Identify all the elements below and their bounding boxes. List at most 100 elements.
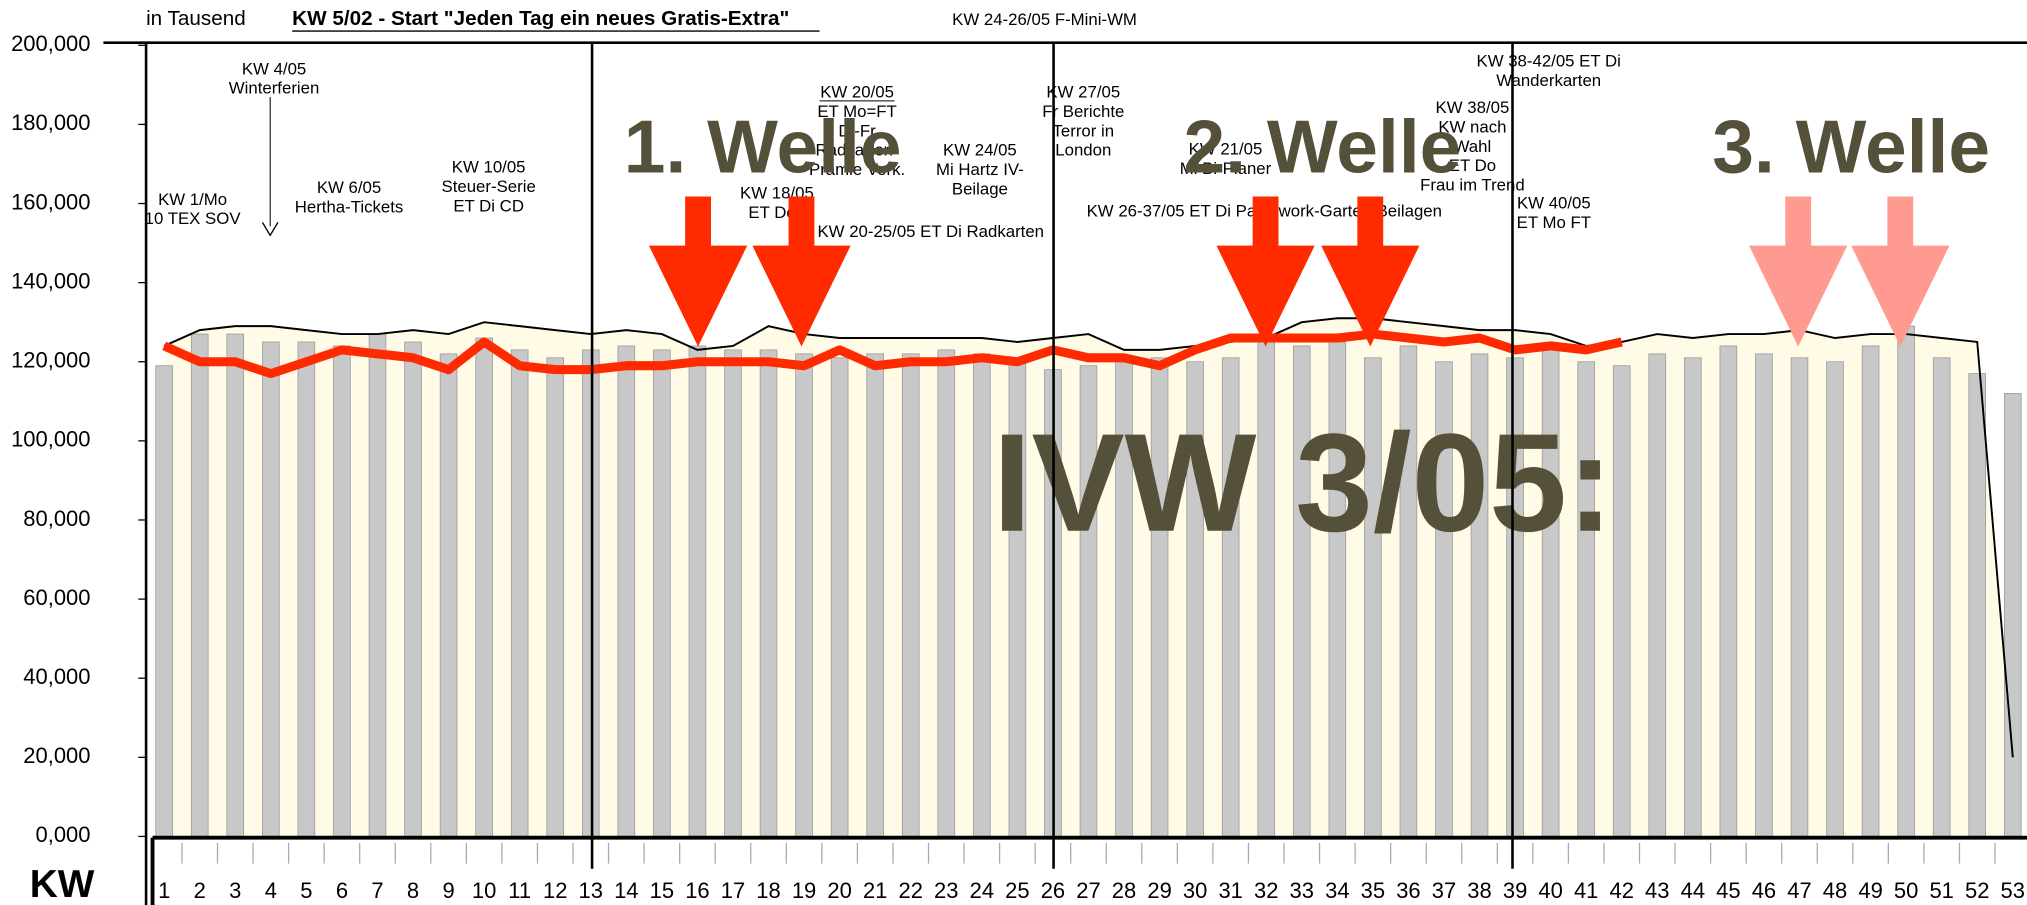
annotation: Prämie Verk. xyxy=(809,160,905,179)
bar xyxy=(1826,361,1844,837)
x-tick-label: 13 xyxy=(579,878,603,903)
annotation: KW 38/05 xyxy=(1436,98,1510,117)
y-tick-label: 200,000 xyxy=(11,31,90,56)
annotation: ET Mo FT xyxy=(1517,213,1591,232)
bar xyxy=(190,333,209,837)
wave-arrow xyxy=(1216,196,1315,347)
annotation: Winterferien xyxy=(229,79,320,98)
y-tick-label: 60,000 xyxy=(23,585,90,610)
x-tick-label: 44 xyxy=(1681,878,1705,903)
annotation: KW 40/05 xyxy=(1517,194,1591,213)
annotation: 10 TEX SOV xyxy=(145,209,242,228)
x-tick-label: 17 xyxy=(721,878,745,903)
bar xyxy=(546,357,565,837)
annotation: ET Mo=FT xyxy=(817,102,897,121)
annotation: KW 6/05 xyxy=(317,178,381,197)
x-tick-label: 51 xyxy=(1929,878,1953,903)
annotation: Hertha-Tickets xyxy=(295,198,404,217)
annotation: KW 24-26/05 F-Mini-WM xyxy=(952,10,1137,29)
bar xyxy=(1684,357,1702,837)
y-axis-label: in Tausend xyxy=(146,7,246,30)
annotation: Frau im Trend xyxy=(1420,176,1525,195)
bar xyxy=(368,333,387,837)
bar xyxy=(155,365,173,837)
x-tick-label: 24 xyxy=(970,878,994,903)
x-tick-label: 27 xyxy=(1076,878,1100,903)
annotation: KW 20-25/05 ET Di Radkarten xyxy=(817,222,1044,241)
x-tick-label: 38 xyxy=(1467,878,1491,903)
wave-arrow xyxy=(752,196,851,347)
x-tick-label: 18 xyxy=(756,878,780,903)
plot-area xyxy=(155,317,2022,837)
x-tick-label: 53 xyxy=(2001,878,2025,903)
x-tick-label: 41 xyxy=(1574,878,1598,903)
x-tick-label: 9 xyxy=(442,878,454,903)
y-tick-label: 40,000 xyxy=(23,664,90,689)
bar xyxy=(297,341,316,837)
y-tick-label: 20,000 xyxy=(23,743,90,768)
bar xyxy=(1612,365,1631,837)
x-tick-label: 35 xyxy=(1361,878,1385,903)
annotation: KW nach xyxy=(1438,117,1506,136)
bar xyxy=(866,353,884,837)
x-tick-label: 11 xyxy=(508,878,531,903)
annotation: KW 4/05 xyxy=(242,59,306,78)
annotation: Fr Berichte xyxy=(1042,102,1124,121)
annotation: KW 24/05 xyxy=(943,141,1017,160)
y-tick-label: 140,000 xyxy=(11,268,90,293)
bar xyxy=(1897,325,1915,837)
y-tick-label: 160,000 xyxy=(11,189,90,214)
bar xyxy=(1719,345,1738,837)
x-tick-label: 42 xyxy=(1610,878,1634,903)
y-tick-label: 100,000 xyxy=(11,427,90,452)
x-tick-label: 34 xyxy=(1325,878,1349,903)
x-tick-label: 52 xyxy=(1965,878,1989,903)
x-tick-label: 39 xyxy=(1503,878,1527,903)
x-tick-label: 8 xyxy=(407,878,419,903)
bar xyxy=(617,345,636,837)
bar xyxy=(333,345,351,837)
annotation: Mi Hartz IV- xyxy=(936,160,1024,179)
x-tick-label: 37 xyxy=(1432,878,1456,903)
annotation: KW 10/05 xyxy=(452,158,526,177)
x-tick-label: 4 xyxy=(265,878,277,903)
x-tick-label: 31 xyxy=(1218,878,1242,903)
x-tick-label: 32 xyxy=(1254,878,1278,903)
x-tick-label: 48 xyxy=(1823,878,1847,903)
bar xyxy=(226,333,245,837)
bar xyxy=(901,353,920,837)
x-tick-label: 12 xyxy=(543,878,567,903)
x-tick-label: 20 xyxy=(827,878,851,903)
annotation: Radkarten- xyxy=(816,141,899,160)
x-tick-label: 21 xyxy=(863,878,887,903)
annotation: Steuer-Serie xyxy=(442,177,536,196)
x-tick-label: 23 xyxy=(934,878,958,903)
chart-title: KW 5/02 - Start "Jeden Tag ein neues Gra… xyxy=(292,7,789,30)
annotation: Terror in xyxy=(1053,121,1115,140)
bar xyxy=(510,349,529,837)
bar xyxy=(759,349,778,837)
x-tick-label: 43 xyxy=(1645,878,1669,903)
x-tick-label: 14 xyxy=(614,878,638,903)
wave-label: 1. Welle xyxy=(624,104,902,188)
line xyxy=(162,329,1623,379)
x-tick-label: 1 xyxy=(158,878,170,903)
wave-arrow xyxy=(1321,196,1420,347)
x-tick-label: 16 xyxy=(685,878,709,903)
x-tick-label: 10 xyxy=(472,878,496,903)
x-tick-label: 6 xyxy=(336,878,348,903)
x-tick-label: 45 xyxy=(1716,878,1740,903)
y-tick-label: 180,000 xyxy=(11,110,90,135)
x-tick-label: 46 xyxy=(1752,878,1776,903)
x-tick-label: 33 xyxy=(1290,878,1314,903)
bar xyxy=(830,357,849,837)
y-tick-label: 0,000 xyxy=(36,822,91,847)
headline: IVW 3/05: xyxy=(993,405,1614,561)
bar xyxy=(688,345,707,837)
x-tick-label: 5 xyxy=(300,878,312,903)
wave-arrow xyxy=(1749,196,1848,347)
annotation: KW 38-42/05 ET Di xyxy=(1476,52,1620,71)
bar xyxy=(1861,345,1880,837)
area-line xyxy=(163,317,2014,758)
